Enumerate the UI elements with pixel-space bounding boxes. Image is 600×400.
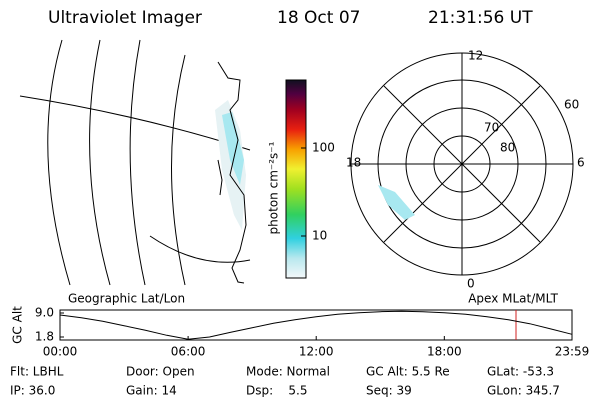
x-tick-label: 23:59 xyxy=(555,345,590,359)
lat-label: 70 xyxy=(484,121,499,135)
status-field: GC Alt: 5.5 Re xyxy=(366,365,450,379)
mlt-label: 0 xyxy=(467,277,475,291)
status-field: Door: Open xyxy=(126,365,195,379)
geographic-map xyxy=(19,39,251,286)
mlt-label: 6 xyxy=(577,156,585,170)
y-tick-label: 1.8 xyxy=(35,330,54,344)
x-tick-label: 18:00 xyxy=(427,345,462,359)
altitude-line xyxy=(59,310,573,340)
plot-ylabel: GC Alt xyxy=(11,306,25,344)
altitude-plot: 00:00 06:00 12:00 18:00 23:59 9.0 1.8 xyxy=(35,306,589,359)
status-panel: Flt: LBHL Door: Open Mode: Normal GC Alt: 5… xyxy=(10,365,560,398)
polar-plot xyxy=(350,52,574,276)
plot-title-right: Apex MLat/MLT xyxy=(468,292,558,306)
mlt-label: 12 xyxy=(468,49,483,63)
plot-frame xyxy=(59,309,573,341)
status-field: IP: 36.0 xyxy=(10,384,55,398)
x-tick-label: 00:00 xyxy=(43,345,78,359)
time: 21:31:56 UT xyxy=(428,8,533,28)
plot-title-left: Geographic Lat/Lon xyxy=(68,292,185,306)
status-field: Dsp: 5.5 xyxy=(246,384,308,398)
y-tick-label: 9.0 xyxy=(35,306,54,320)
status-field: GLon: 345.7 xyxy=(487,384,560,398)
x-tick-label: 12:00 xyxy=(299,345,334,359)
status-field: Mode: Normal xyxy=(246,365,330,379)
x-tick-label: 06:00 xyxy=(171,345,206,359)
date: 18 Oct 07 xyxy=(277,8,360,28)
colorbar-tick-label: 10 xyxy=(312,229,327,243)
lat-label: 60 xyxy=(564,98,579,112)
lat-label: 80 xyxy=(500,141,515,155)
colorbar xyxy=(285,79,307,279)
instrument: Ultraviolet Imager xyxy=(48,8,202,28)
status-field: Flt: LBHL xyxy=(10,365,64,379)
colorbar-label: photon cm⁻²s⁻¹ xyxy=(267,141,281,234)
status-field: GLat: -53.3 xyxy=(487,365,554,379)
colorbar-tick-label: 100 xyxy=(312,141,335,155)
mlt-label: 18 xyxy=(346,156,361,170)
status-field: Gain: 14 xyxy=(126,384,177,398)
status-field: Seq: 39 xyxy=(366,384,412,398)
